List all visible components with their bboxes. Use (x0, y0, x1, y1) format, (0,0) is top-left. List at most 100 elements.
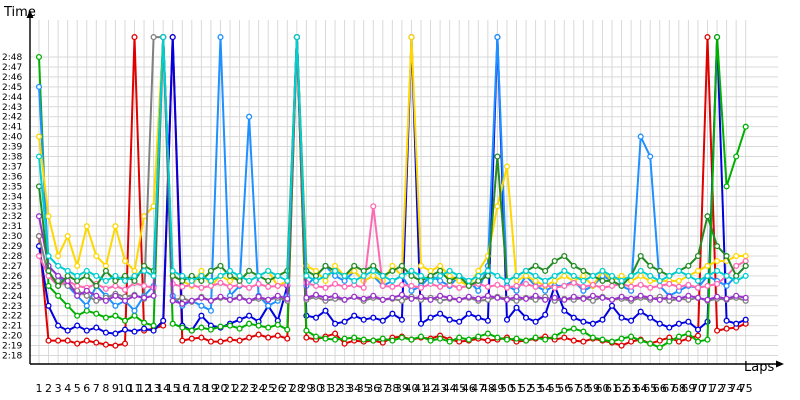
data-point (666, 324, 673, 331)
data-point (64, 272, 71, 279)
data-point (417, 293, 425, 300)
data-point (714, 280, 721, 287)
data-point (83, 223, 90, 230)
data-point (370, 337, 377, 344)
data-point (351, 293, 358, 300)
data-point (265, 334, 272, 341)
data-point (408, 267, 415, 274)
data-point (102, 262, 109, 269)
y-axis-title: Time (3, 5, 36, 20)
data-point (188, 297, 195, 304)
data-point (45, 282, 52, 289)
data-point (723, 183, 730, 190)
data-point (179, 283, 186, 290)
data-point (45, 213, 52, 220)
data-point (121, 317, 129, 324)
data-point (312, 282, 320, 289)
data-point (561, 296, 568, 303)
data-point (733, 262, 740, 269)
data-point (35, 153, 43, 160)
data-point (169, 272, 176, 279)
x-tick-label: 48 (481, 382, 495, 395)
x-tick-label: 4 (64, 382, 71, 395)
data-point (637, 272, 644, 279)
data-point (379, 282, 386, 289)
data-point (475, 277, 482, 284)
data-point (532, 277, 539, 284)
data-point (561, 327, 568, 334)
data-point (74, 312, 81, 319)
data-point (561, 307, 568, 314)
data-point (714, 243, 721, 250)
data-point (246, 334, 253, 341)
data-point (637, 252, 644, 260)
data-point (628, 283, 635, 290)
data-point (675, 333, 682, 340)
data-point (714, 257, 721, 265)
data-point (389, 337, 396, 344)
data-point (465, 282, 472, 289)
y-tick-label: 2:18 (2, 352, 22, 362)
data-point (733, 252, 740, 260)
data-point (628, 338, 635, 345)
data-point (389, 267, 396, 274)
data-point (217, 34, 224, 41)
data-point (608, 282, 616, 289)
x-tick-label: 58 (576, 382, 590, 395)
chart-axes (26, 10, 784, 368)
data-point (513, 282, 520, 289)
data-point (131, 267, 138, 274)
data-point (265, 277, 272, 284)
x-tick-label: 68 (672, 382, 686, 395)
data-point (408, 282, 415, 289)
x-axis-arrow (776, 360, 784, 368)
data-point (484, 337, 491, 344)
data-point (112, 292, 119, 299)
data-point (599, 336, 606, 343)
data-point (704, 213, 711, 220)
data-point (226, 336, 234, 343)
x-tick-label: 65 (643, 382, 657, 395)
data-point (608, 302, 616, 309)
data-point (64, 337, 71, 344)
data-point (522, 295, 530, 302)
data-point (542, 277, 549, 284)
data-point (312, 272, 320, 279)
data-point (484, 317, 491, 324)
x-tick-label: 11 (128, 382, 142, 395)
data-point (121, 257, 129, 265)
data-point (714, 293, 721, 300)
data-point (618, 282, 625, 289)
data-point (188, 272, 195, 279)
x-tick-label: 47 (471, 382, 485, 395)
data-point (255, 331, 262, 338)
data-point (74, 322, 81, 329)
y-tick-label: 2:38 (2, 153, 22, 163)
data-point (417, 284, 425, 291)
data-point (322, 262, 329, 269)
data-point (150, 327, 157, 334)
data-point (35, 133, 43, 140)
data-point (179, 294, 186, 301)
data-point (675, 283, 682, 290)
x-tick-label: 35 (357, 382, 371, 395)
data-point (332, 272, 339, 279)
data-point (141, 262, 148, 269)
y-tick-label: 2:48 (2, 53, 22, 63)
data-point (666, 272, 673, 279)
data-point (570, 279, 577, 286)
data-point (503, 296, 511, 303)
data-point (513, 277, 520, 284)
data-point (55, 337, 62, 344)
y-tick-labels: 2:182:192:202:212:222:232:242:252:262:27… (2, 53, 22, 362)
x-tick-label: 74 (729, 382, 743, 395)
data-point (608, 272, 616, 279)
x-tick-label: 5 (74, 382, 81, 395)
data-point (532, 318, 539, 325)
data-point (93, 310, 100, 317)
data-point (150, 322, 157, 329)
data-point (45, 267, 52, 274)
y-tick-label: 2:37 (2, 163, 22, 173)
data-point (141, 267, 148, 274)
data-point (64, 302, 71, 309)
